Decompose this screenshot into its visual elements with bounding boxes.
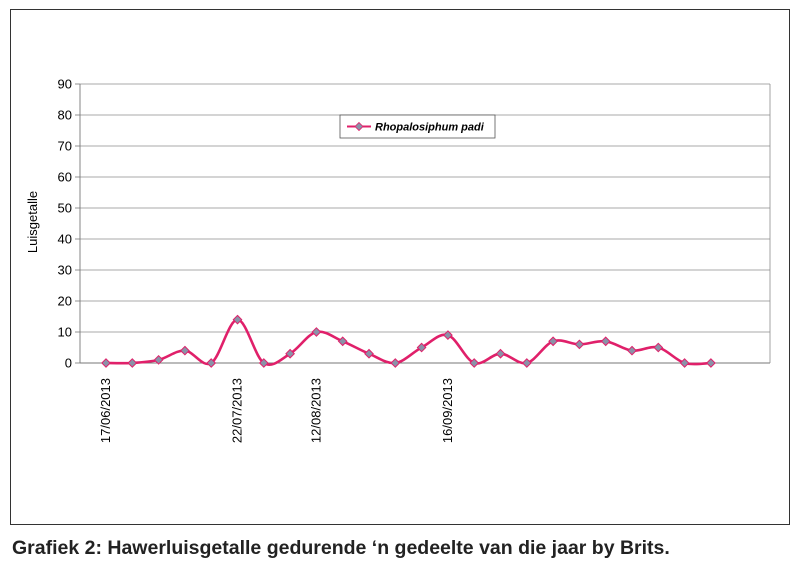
data-point: [101, 358, 111, 368]
y-tick-label: 80: [58, 108, 72, 123]
y-axis-title: Luisgetalle: [25, 191, 40, 253]
y-tick-label: 70: [58, 139, 72, 154]
y-tick-labels: 0 10 20 30 40 50 60 70 80 90: [58, 77, 72, 371]
data-point: [705, 358, 716, 368]
data-point: [600, 336, 611, 347]
legend-box: [339, 114, 496, 139]
y-tick-label: 60: [58, 170, 72, 185]
series: [101, 314, 716, 368]
data-point: [548, 336, 559, 347]
data-point: [390, 358, 401, 368]
data-point: [521, 358, 532, 368]
y-tick-label: 40: [58, 232, 72, 247]
y-tick-label: 10: [58, 325, 72, 340]
data-point: [469, 358, 480, 368]
x-tick-labels: 17/06/2013 22/07/2013 12/08/2013 16/09/2013: [98, 378, 455, 443]
data-point: [574, 339, 585, 350]
series-line: [105, 318, 711, 366]
line-chart: 0 10 20 30 40 50 60 70 80 90 17/06/2013 22/07/2013…: [25, 77, 771, 443]
data-point: [285, 348, 296, 359]
data-point: [679, 358, 690, 368]
data-point: [442, 330, 453, 341]
x-tick-label: 12/08/2013: [308, 378, 323, 443]
data-point: [495, 348, 506, 359]
data-point: [364, 348, 374, 359]
axes: [79, 84, 771, 364]
y-tick-label: 30: [58, 263, 72, 278]
data-point: [232, 314, 243, 325]
data-point: [153, 354, 164, 365]
data-point: [206, 358, 217, 368]
chart-frame: [10, 9, 790, 525]
x-tick-label: 17/06/2013: [98, 378, 113, 443]
x-tick-label: 22/07/2013: [230, 378, 245, 443]
data-point: [179, 345, 190, 356]
figure-caption: Grafiek 2: Hawerluisgetalle gedurende ‘n…: [12, 537, 670, 559]
legend-marker-swatch: [354, 121, 364, 132]
legend-series-name: Rhopalosiphum padi: [375, 122, 485, 134]
legend: Rhopalosiphum padi: [339, 114, 496, 139]
data-point: [337, 336, 348, 347]
data-point: [127, 358, 138, 368]
data-point: [258, 358, 269, 368]
data-point: [311, 327, 322, 337]
x-tick-label: 16/09/2013: [440, 378, 455, 443]
y-tick-label: 20: [58, 294, 72, 309]
y-tick-label: 90: [58, 77, 72, 92]
y-tick-label: 0: [65, 356, 72, 371]
y-tick-label: 50: [58, 201, 72, 216]
data-point: [627, 345, 637, 356]
data-point: [653, 342, 664, 353]
data-point: [416, 342, 427, 353]
